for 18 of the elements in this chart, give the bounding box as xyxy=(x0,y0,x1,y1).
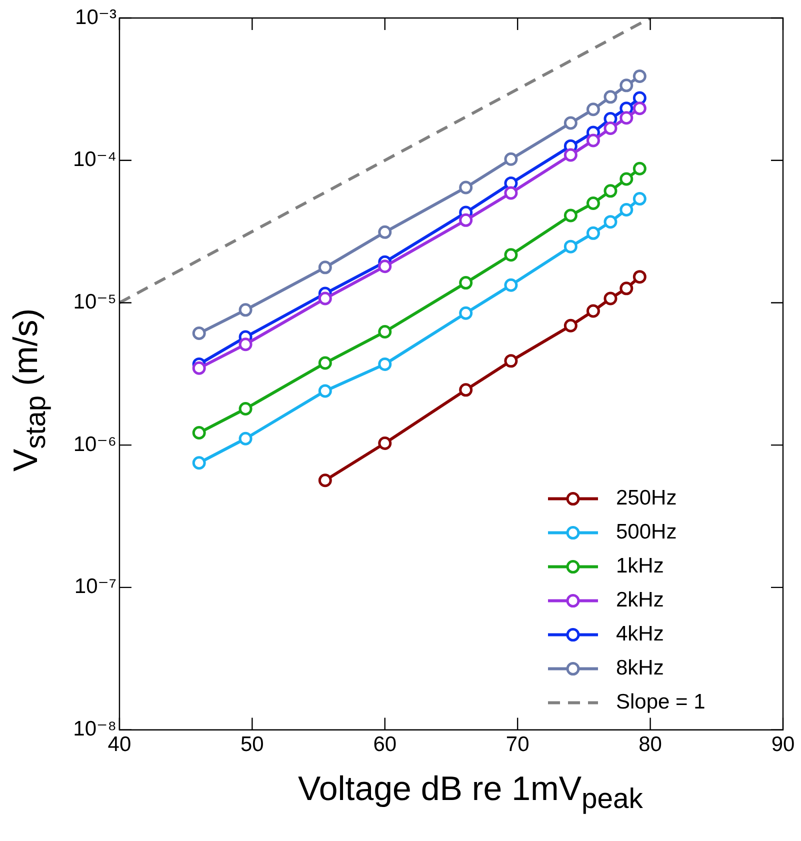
legend-label: 2kHz xyxy=(616,588,664,612)
legend-label: 1kHz xyxy=(616,554,664,578)
legend-label: Slope = 1 xyxy=(616,690,706,714)
x-tick-label: 60 xyxy=(373,733,397,756)
legend-label: 8kHz xyxy=(616,656,664,680)
x-axis-title: Voltage dB re 1mV$_{peak}$ xyxy=(297,770,644,816)
y-tick-label: 10⁻⁵ xyxy=(73,290,116,314)
x-tick-label: 70 xyxy=(506,733,530,756)
y-tick-label: 10⁻⁶ xyxy=(73,432,116,456)
x-tick-label: 50 xyxy=(240,733,264,756)
legend-label: 500Hz xyxy=(616,520,677,544)
x-tick-label: 80 xyxy=(638,733,662,756)
y-tick-label: 10⁻⁴ xyxy=(73,148,116,172)
legend-label: 250Hz xyxy=(616,486,677,510)
legend-label: 4kHz xyxy=(616,622,664,646)
y-tick-label: 10⁻⁷ xyxy=(74,575,116,598)
y-tick-label: 10⁻³ xyxy=(75,6,116,29)
x-tick-label: 90 xyxy=(771,733,795,756)
